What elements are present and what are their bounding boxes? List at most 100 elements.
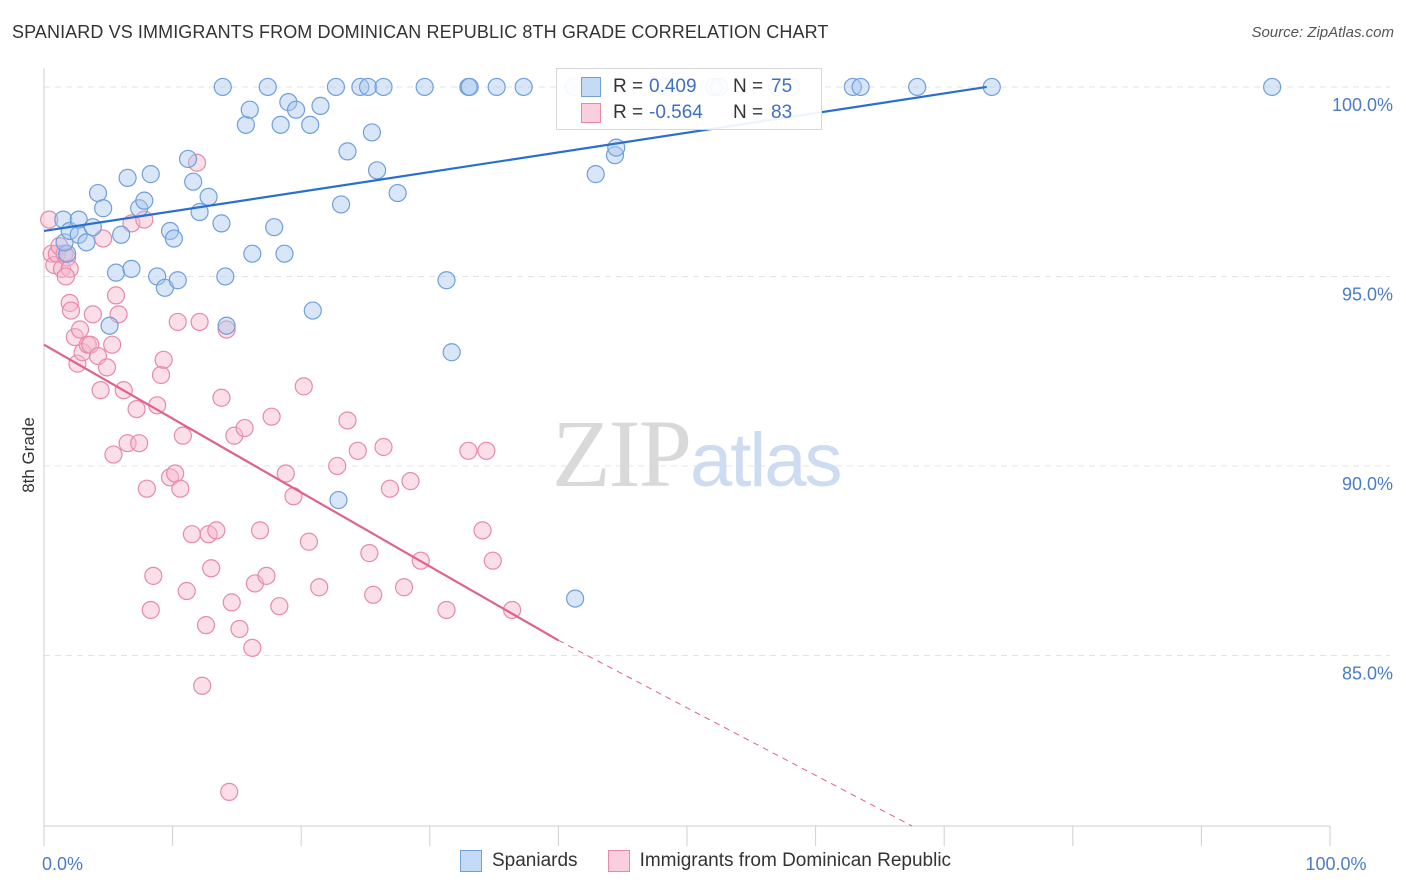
dominican-point — [270, 597, 289, 616]
dominican-point — [250, 521, 270, 540]
dominican-trend-line — [43, 343, 559, 642]
dominican-point — [276, 464, 295, 483]
spaniard-point — [178, 149, 198, 169]
x-tick-label: 100.0% — [1305, 854, 1366, 874]
dominican-point — [173, 426, 192, 445]
dominican-point — [222, 593, 241, 612]
trend-lines — [43, 85, 987, 827]
dominican-point — [483, 551, 502, 570]
spaniard-point — [329, 490, 348, 510]
spaniard-point — [164, 229, 183, 248]
dominican-point — [104, 445, 123, 464]
spaniard-point — [240, 100, 259, 119]
dominican-point — [154, 350, 173, 369]
spaniard-point — [586, 165, 605, 184]
dominican-point — [477, 441, 496, 460]
spaniard-point — [367, 161, 387, 180]
correlation-legend: R = 0.409 N = 75 R = -0.564 N = 83 — [556, 68, 822, 130]
spaniard-point — [514, 77, 533, 97]
dominican-point — [171, 479, 190, 498]
legend-item-spaniards: Spaniards — [460, 850, 578, 872]
series-spaniards-points — [54, 77, 1282, 608]
spaniard-point — [213, 77, 232, 97]
legend-swatch-blue — [460, 850, 482, 872]
spaniard-point — [442, 343, 461, 362]
dominican-point — [348, 441, 367, 460]
series-dominican-points — [40, 153, 522, 801]
spaniard-point — [69, 210, 88, 229]
spaniard-point — [1263, 77, 1282, 97]
dominican-point — [437, 600, 456, 620]
dominican-point — [459, 441, 478, 460]
spaniard-point — [265, 218, 284, 237]
watermark-atlas: atlas — [690, 418, 843, 503]
dominican-point — [262, 407, 281, 426]
legend-r-label: R = — [613, 102, 644, 123]
spaniard-point — [106, 263, 126, 282]
spaniard-point — [88, 183, 108, 203]
dominican-point — [230, 619, 249, 639]
legend-n-value: 75 — [771, 76, 793, 97]
spaniard-point — [605, 146, 625, 165]
spaniard-point — [122, 259, 141, 278]
grid-lines — [44, 86, 1390, 656]
legend-r-value: 0.409 — [649, 76, 697, 97]
spaniards-trend-line — [43, 85, 987, 233]
dominican-point — [190, 312, 209, 332]
spaniard-point — [351, 77, 370, 97]
spaniard-point — [199, 187, 218, 206]
series-legend: Spaniards Immigrants from Dominican Repu… — [460, 850, 981, 872]
spaniard-point — [362, 123, 382, 142]
legend-item-dominican: Immigrants from Dominican Republic — [607, 850, 951, 872]
dominican-point — [328, 456, 347, 476]
legend-n-value: 83 — [771, 102, 793, 123]
dominican-point — [364, 585, 383, 604]
dominican-point — [168, 312, 187, 332]
dominican-point — [473, 521, 492, 540]
spaniard-point — [236, 115, 256, 134]
legend-n-label: N = — [733, 76, 764, 97]
dominican-point — [187, 153, 207, 172]
dominican-point — [91, 381, 110, 400]
spaniard-point — [141, 165, 160, 184]
x-tick-label: 0.0% — [42, 854, 83, 874]
dominican-point — [193, 676, 212, 695]
dominican-point — [130, 434, 149, 453]
watermark: ZIPatlas — [552, 398, 843, 509]
spaniard-point — [243, 244, 262, 263]
y-axis-label: 8th Grade — [19, 417, 38, 493]
dominican-point — [166, 464, 185, 483]
spaniard-point — [112, 225, 131, 244]
dominican-point — [220, 782, 239, 801]
dominican-point — [70, 320, 90, 339]
watermark-zip: ZIP — [552, 400, 692, 507]
dominican-point — [235, 418, 254, 438]
spaniard-point — [55, 233, 74, 252]
legend-row-spaniards: R = 0.409 N = 75 — [557, 74, 792, 100]
legend-swatch-blue — [581, 77, 601, 97]
legend-r-label: R = — [613, 76, 644, 97]
spaniard-point — [100, 316, 119, 335]
spaniard-point — [331, 195, 351, 214]
spaniard-point — [358, 77, 378, 97]
spaniard-point — [301, 115, 320, 134]
y-ticks: 85.0% 90.0% 95.0% 100.0% — [1332, 95, 1393, 684]
spaniard-point — [118, 168, 137, 188]
dominican-point — [243, 638, 262, 657]
dominican-point — [380, 479, 400, 498]
dominican-point — [374, 437, 393, 457]
dominican-point — [294, 377, 313, 396]
spaniard-point — [168, 271, 187, 290]
dominican-point — [401, 472, 420, 491]
chart-title: SPANIARD VS IMMIGRANTS FROM DOMINICAN RE… — [12, 22, 829, 42]
spaniard-point — [77, 233, 96, 252]
dominican-point — [151, 365, 171, 385]
dominican-point — [103, 335, 122, 354]
spaniard-point — [83, 218, 102, 237]
dominican-point — [141, 600, 160, 620]
dominican-trend-extension — [558, 639, 913, 827]
spaniard-point — [566, 589, 585, 608]
spaniard-point — [388, 183, 407, 203]
dominican-point — [42, 244, 61, 263]
